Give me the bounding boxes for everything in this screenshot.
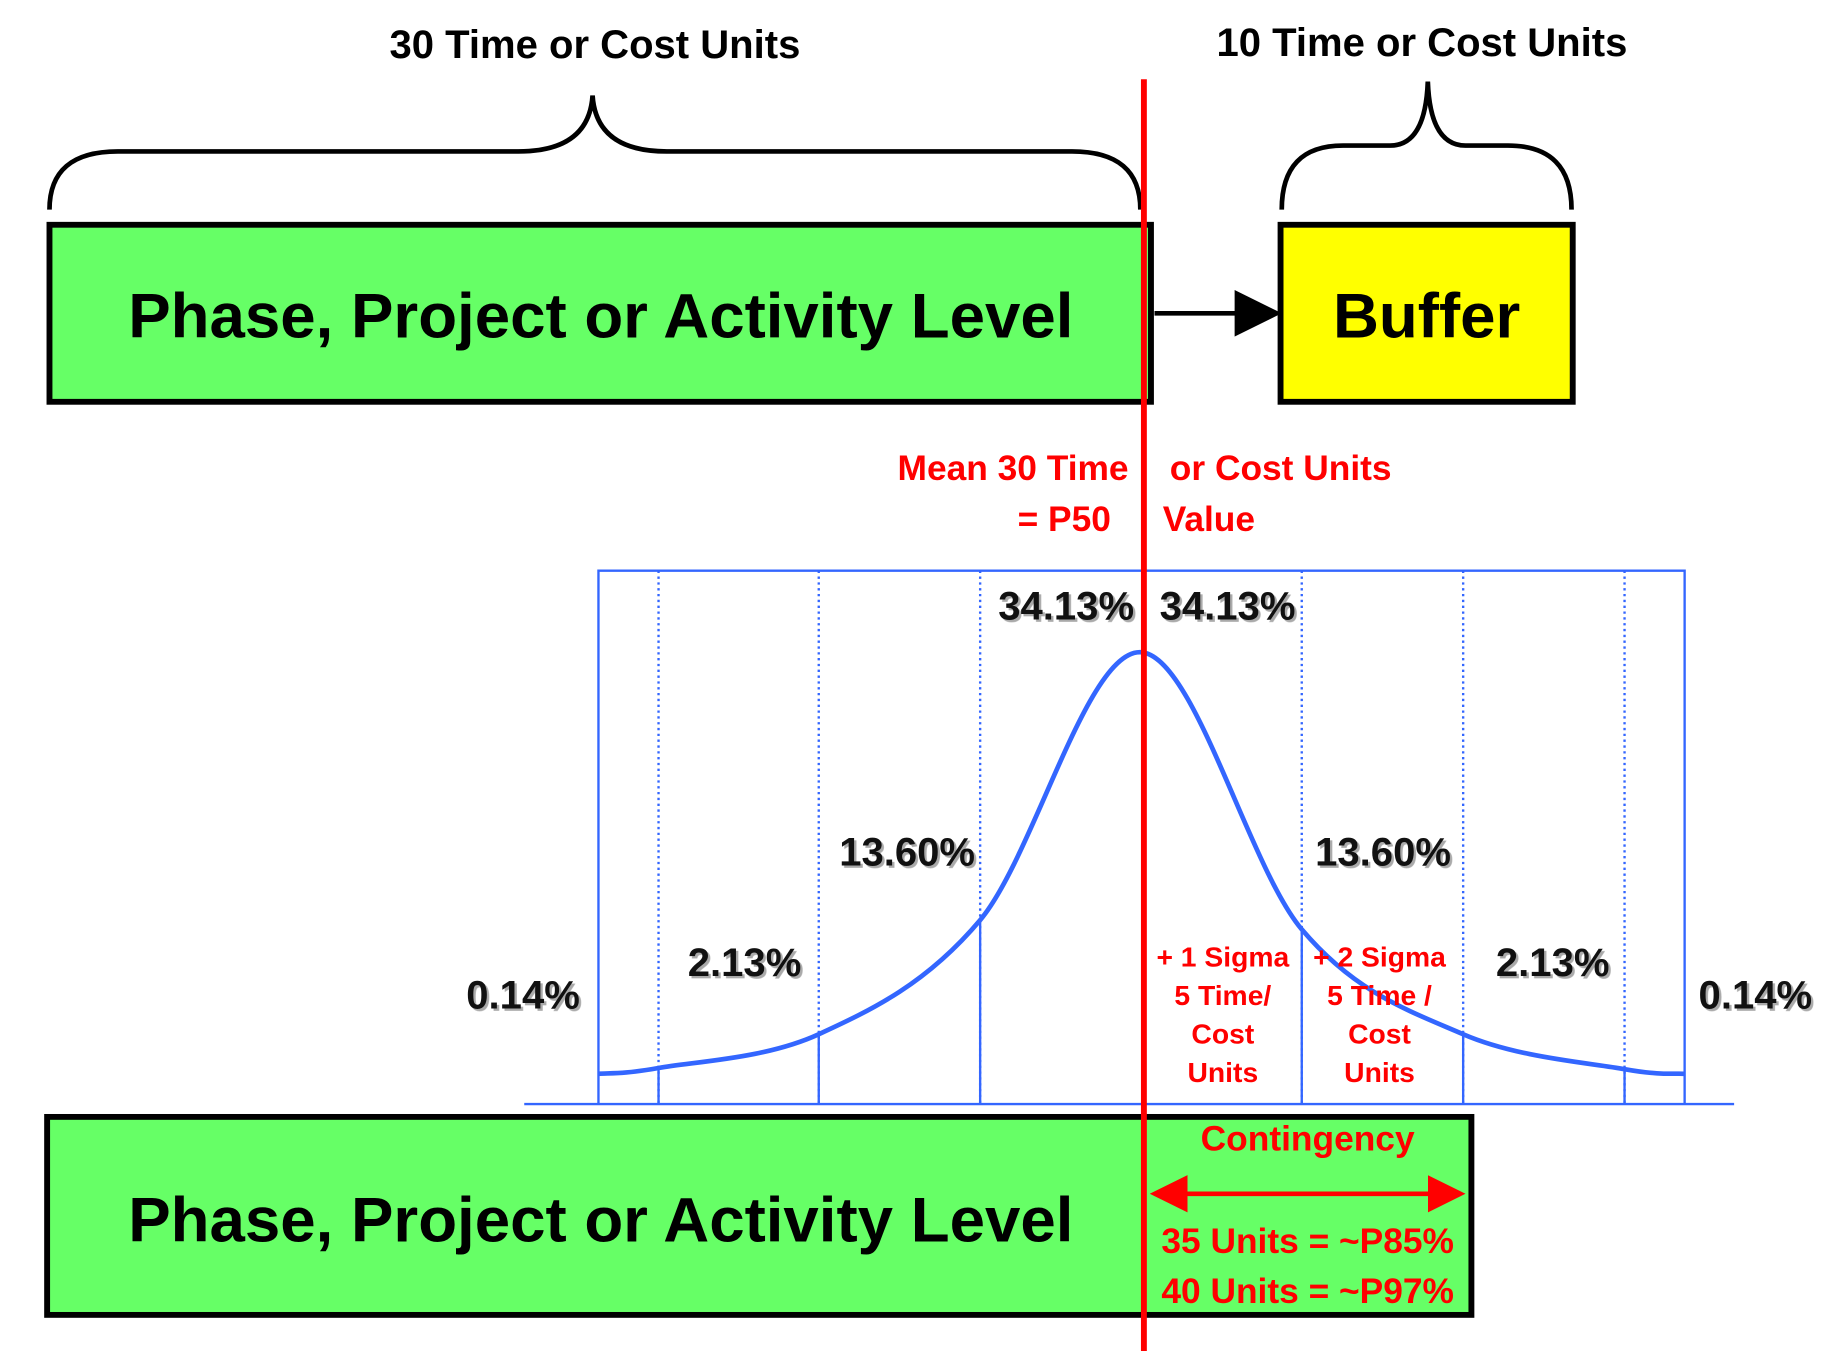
pct: 0.14% <box>466 974 580 1018</box>
mean-label: Mean 30 Time <box>898 449 1129 488</box>
sigma-label: 5 Time/ <box>1174 980 1271 1011</box>
sigma-label: Cost <box>1191 1019 1254 1050</box>
mean-label: or Cost Units <box>1170 449 1392 488</box>
pct: 13.60% <box>839 831 975 875</box>
pct: 34.13% <box>998 585 1134 629</box>
buffer-box <box>1277 221 1576 405</box>
brace <box>1279 81 1574 210</box>
top-box <box>46 221 1154 405</box>
bottom-box-label: Phase, Project or Activity Level <box>128 1186 1073 1256</box>
pct: 2.13% <box>1496 941 1610 985</box>
pct: 2.13% <box>688 941 802 985</box>
pct: 0.14% <box>1699 974 1813 1018</box>
mean-label: Value <box>1163 500 1255 539</box>
sigma-label: Units <box>1344 1057 1415 1088</box>
bottom-box <box>44 1113 1475 1318</box>
top-box-label: Phase, Project or Activity Level <box>128 282 1073 352</box>
bell-frame <box>524 569 1735 1106</box>
pct: 13.60% <box>1315 831 1451 875</box>
contingency-label: Contingency <box>1201 1120 1415 1159</box>
pct: 34.13% <box>1160 585 1296 629</box>
top-right-label: 10 Time or Cost Units <box>1216 21 1627 65</box>
sigma-label: 5 Time / <box>1327 980 1432 1011</box>
p85-label: 35 Units = ~P85% <box>1161 1222 1454 1261</box>
sigma-label: Cost <box>1348 1019 1411 1050</box>
top-left-label: 30 Time or Cost Units <box>389 23 800 67</box>
sigma-label: + 2 Sigma <box>1313 942 1446 973</box>
brace <box>47 95 1143 210</box>
buffer-label: Buffer <box>1333 282 1520 352</box>
bell-curve <box>598 649 1685 1077</box>
sigma-label: Units <box>1187 1057 1258 1088</box>
p97-label: 40 Units = ~P97% <box>1161 1272 1454 1311</box>
mean-label: = P50 <box>1018 500 1111 539</box>
sigma-label: + 1 Sigma <box>1156 942 1289 973</box>
